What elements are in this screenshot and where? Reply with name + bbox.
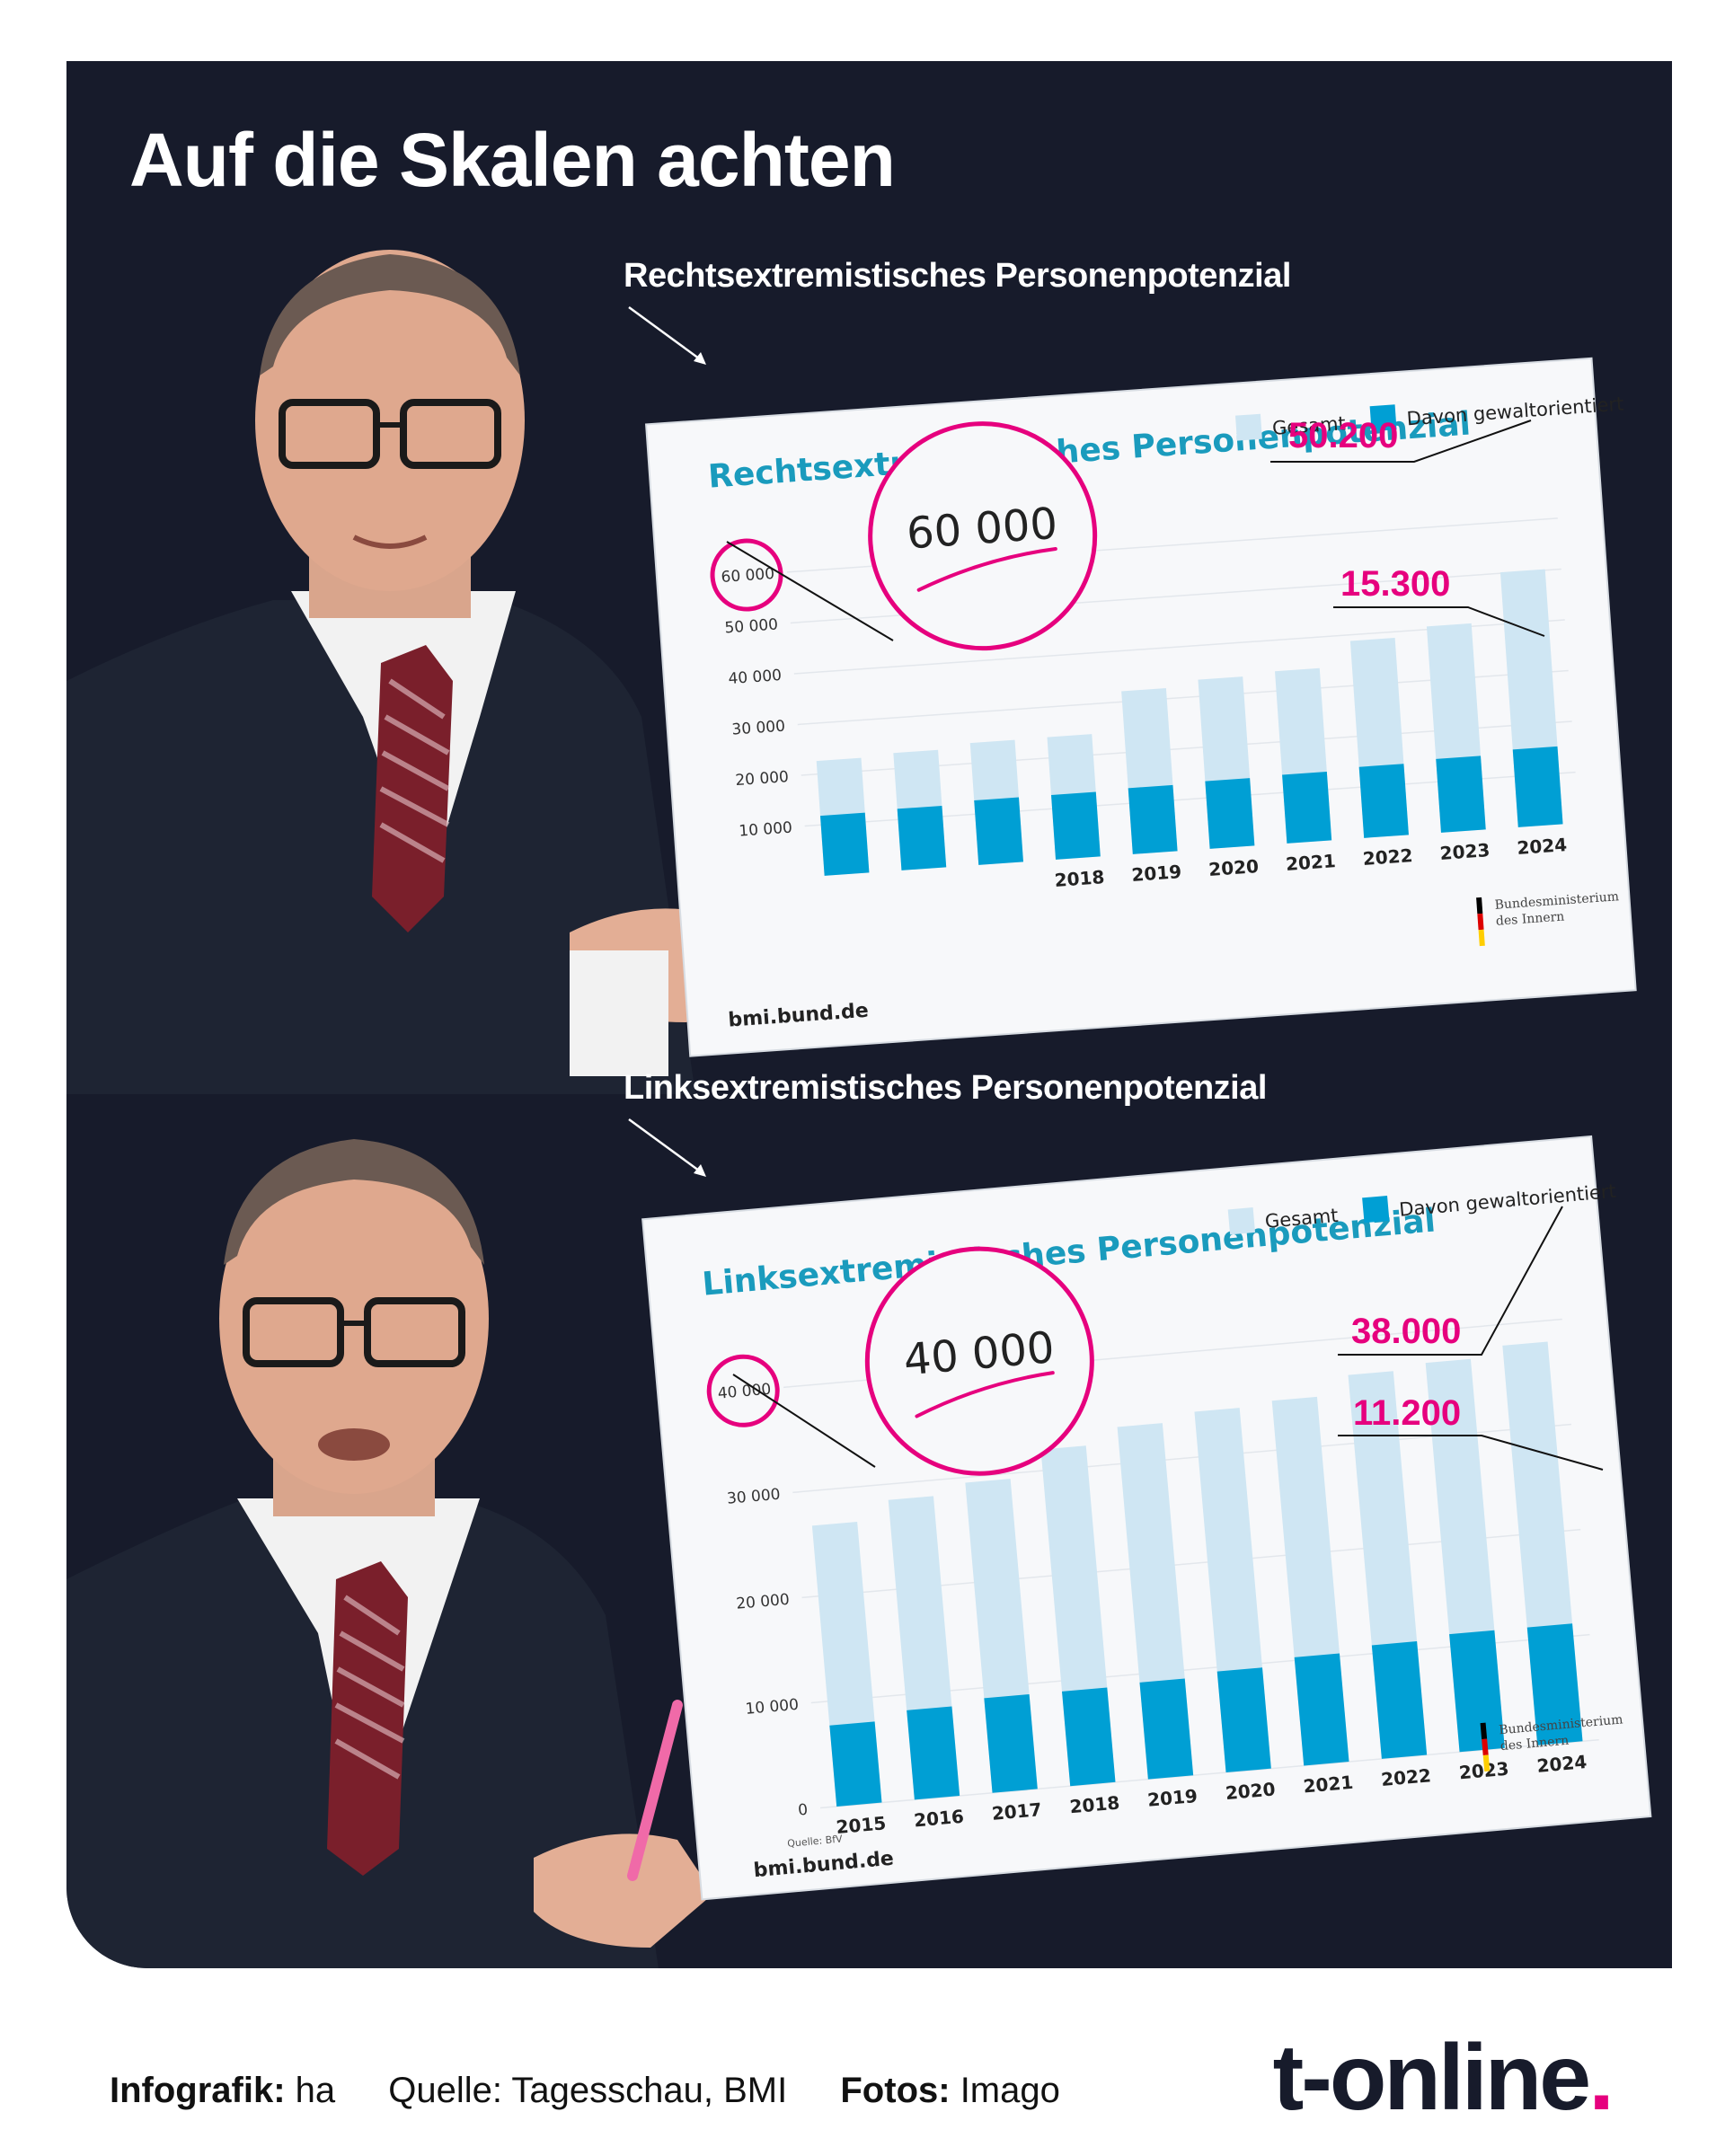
callout-lines-bottom	[732, 1206, 1604, 1471]
y-tick-label: 20 000	[735, 768, 790, 790]
bar-gewalt-2024	[1526, 1623, 1583, 1745]
y-tick-label: 40 000	[728, 667, 783, 688]
logo-text: t-online	[1272, 2026, 1591, 2130]
x-tick-label-2019: 2019	[1131, 861, 1182, 886]
flag-red	[1482, 1738, 1489, 1756]
highlight-ring-large	[864, 1246, 1094, 1476]
bar-gewalt-2018	[1051, 791, 1101, 860]
highlight-ring-small	[706, 1354, 780, 1427]
callout-lines-top	[726, 420, 1545, 641]
footer-infografik-value: ha	[295, 2071, 336, 2110]
x-tick-label-2022: 2022	[1362, 844, 1413, 870]
footer-credits: Infografik: ha Quelle: Tagesschau, BMI F…	[110, 2071, 1060, 2111]
footer-fotos-value: Imago	[960, 2071, 1060, 2110]
legend-swatch-gewalt	[1369, 404, 1397, 432]
flag-gold	[1478, 929, 1485, 947]
person-photo-1	[66, 250, 749, 1094]
ministry-line-2: des Innern	[1495, 910, 1564, 929]
source-note: Quelle: BfV	[787, 1833, 844, 1850]
flag-red	[1477, 913, 1484, 931]
legend-swatch-gewalt	[1362, 1195, 1390, 1224]
footer-infografik-label: Infografik:	[110, 2071, 286, 2110]
y-tick-label: 50 000	[724, 615, 779, 637]
x-tick-label-2016: 2016	[913, 1806, 965, 1832]
x-tick-label-2021: 2021	[1285, 850, 1336, 875]
bar-gewalt-2023	[1436, 755, 1486, 833]
underline-stroke	[915, 1371, 1055, 1418]
legend-label-gesamt: Gesamt	[1271, 412, 1346, 439]
callout-violent-2024-left: 11.200	[1353, 1393, 1462, 1433]
flag-gold	[1482, 1754, 1491, 1772]
bar-gewalt-2024	[1512, 746, 1563, 827]
bar-gewalt-2018	[1062, 1687, 1116, 1787]
legend-swatch-gesamt	[1227, 1207, 1256, 1235]
callout-total-2024-left: 38.000	[1351, 1312, 1462, 1351]
bar-gewalt-2022	[1371, 1641, 1428, 1759]
headline: Auf die Skalen achten	[129, 118, 896, 202]
x-tick-label-2018: 2018	[1054, 866, 1105, 891]
caption-arrow-2	[628, 1118, 706, 1177]
logo-dot: .	[1588, 2026, 1614, 2130]
bar-gewalt-2020	[1216, 1667, 1271, 1773]
flag-black	[1476, 897, 1483, 915]
chart-caption-left-extremism: Linksextremistisches Personenpotenzial	[624, 1069, 1267, 1107]
x-tick-label-2022: 2022	[1380, 1764, 1432, 1790]
chart-caption-right-extremism: Rechtsextremistisches Personenpotenzial	[624, 257, 1291, 295]
highlight-ring-large	[868, 421, 1098, 651]
highlight-ring-small	[710, 538, 783, 612]
y-tick-label: 60 000	[721, 565, 775, 587]
x-tick-label-2018: 2018	[1069, 1792, 1121, 1818]
person-photo-2	[66, 1139, 713, 1968]
chart-board-right-extremism: Rechtsextremistisches PersonenpotenzialG…	[645, 357, 1637, 1057]
x-tick-label-2024: 2024	[1536, 1751, 1588, 1777]
bar-gewalt-2021	[1282, 772, 1332, 844]
callout-violent-2024-right: 15.300	[1340, 564, 1451, 604]
x-tick-label-2023: 2023	[1439, 839, 1491, 864]
bar-gewalt-2016	[907, 1706, 960, 1800]
x-tick-label-2020: 2020	[1208, 855, 1259, 880]
callout-total-2024-right: 50.200	[1288, 416, 1399, 455]
bar-gewalt-2016	[897, 805, 947, 870]
bar-gewalt-2020	[1205, 778, 1255, 849]
bar-gewalt-2015	[819, 812, 870, 876]
legend-swatch-gesamt	[1234, 413, 1262, 441]
footer-fotos-label: Fotos:	[840, 2071, 951, 2110]
y-tick-label: 10 000	[739, 819, 793, 841]
x-tick-label-2024: 2024	[1517, 834, 1568, 859]
bar-gewalt-2015	[829, 1721, 882, 1807]
bar-gewalt-2021	[1294, 1653, 1349, 1766]
underline-stroke	[916, 547, 1057, 592]
caption-arrow-1	[628, 305, 706, 365]
infographic-panel: Auf die Skalen achten Rechtsextremistisc…	[66, 61, 1672, 1968]
x-tick-label-2020: 2020	[1225, 1778, 1277, 1804]
x-tick-label-2015: 2015	[836, 1812, 888, 1838]
bar-gewalt-2022	[1358, 764, 1409, 838]
bar-gewalt-2017	[984, 1694, 1038, 1793]
bar-gewalt-2023	[1449, 1630, 1505, 1753]
ministry-line-2: des Innern	[1499, 1734, 1570, 1754]
bar-gewalt-2019	[1139, 1678, 1194, 1780]
highlight-ring-label: 60 000	[905, 499, 1058, 560]
x-tick-label-2021: 2021	[1303, 1772, 1355, 1798]
footer-source: Quelle: Tagesschau, BMI	[388, 2071, 788, 2110]
x-tick-label-2019: 2019	[1146, 1785, 1199, 1811]
y-tick-label: 0	[797, 1801, 809, 1820]
x-tick-label-2017: 2017	[991, 1798, 1043, 1825]
flag-black	[1480, 1722, 1488, 1740]
chart-board-left-extremism: Linksextremistisches PersonenpotenzialGe…	[641, 1135, 1652, 1901]
t-online-logo: t-online.	[1272, 2025, 1614, 2132]
bar-gewalt-2017	[974, 797, 1024, 865]
y-tick-label: 30 000	[731, 718, 786, 739]
bar-gewalt-2019	[1128, 784, 1178, 854]
